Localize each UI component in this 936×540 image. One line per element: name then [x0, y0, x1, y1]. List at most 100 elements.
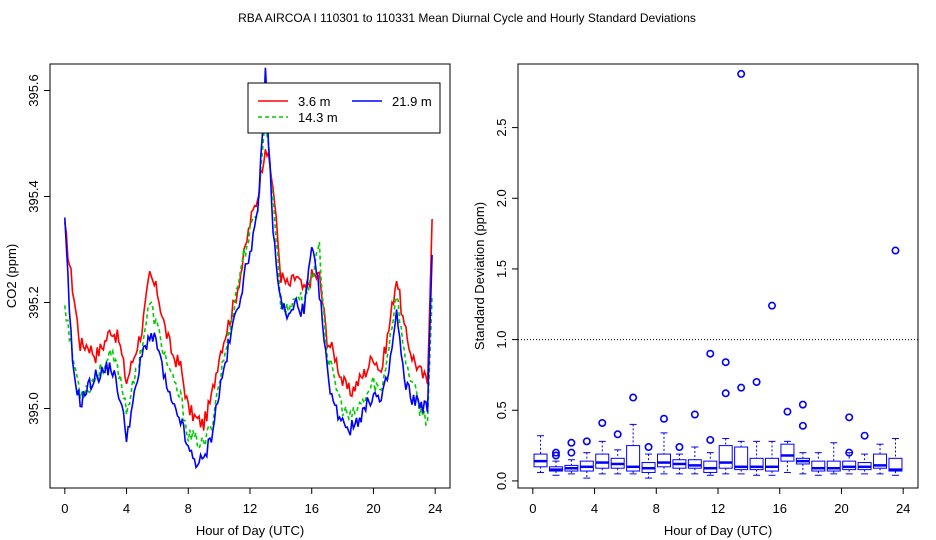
- left-x-tick-label: 4: [123, 501, 130, 516]
- box-hour: [873, 443, 888, 475]
- left-x-tick-label: 16: [304, 501, 318, 516]
- box-hour: [842, 413, 857, 475]
- left-x-axis-label: Hour of Day (UTC): [196, 523, 304, 538]
- line-series-21-9-m: [64, 67, 433, 470]
- outlier-point: [721, 389, 730, 398]
- box-hour: [579, 437, 594, 479]
- box-hour: [811, 452, 826, 476]
- box-iqr: [687, 459, 702, 469]
- outlier-point: [737, 383, 746, 392]
- outlier-point: [598, 418, 607, 427]
- box-iqr: [703, 460, 718, 473]
- box-iqr: [656, 453, 671, 468]
- left-x-axis: 0 4 8 12 16 20 24: [61, 488, 442, 516]
- right-y-tick-label: 0.0: [494, 472, 509, 490]
- box-hour: [888, 246, 903, 476]
- box-hour: [548, 448, 563, 476]
- right-x-tick-label: 8: [653, 501, 660, 516]
- outlier-point: [551, 448, 560, 457]
- line-series-3-6-m: [64, 149, 433, 431]
- outlier-point: [613, 430, 622, 439]
- outlier-point: [675, 443, 684, 452]
- box-hour: [672, 443, 687, 475]
- outlier-point: [783, 407, 792, 416]
- box-iqr: [595, 453, 610, 469]
- box-hour: [749, 377, 764, 476]
- outlier-point: [706, 349, 715, 358]
- right-y-tick-label: 0.5: [494, 401, 509, 419]
- left-x-tick-label: 0: [61, 501, 68, 516]
- left-y-tick-label: 395.4: [26, 180, 41, 213]
- box-hour: [780, 407, 795, 473]
- right-y-tick-label: 1.0: [494, 331, 509, 349]
- box-iqr: [780, 443, 795, 462]
- outlier-point: [690, 410, 699, 419]
- box-iqr: [749, 457, 764, 471]
- box-iqr: [734, 446, 749, 471]
- outlier-point: [659, 414, 668, 423]
- legend-label-14-3m: 14.3 m: [298, 110, 338, 125]
- box-hour: [564, 438, 579, 475]
- stddev-boxplot-chart: 0 4 8 12 16 20 24 0.0 0.5 1.0 1.5 2.0 2.5 Hour of D…: [472, 63, 919, 538]
- box-iqr: [626, 445, 641, 472]
- line-series-14-3-m: [64, 124, 433, 450]
- right-boxes-group: [518, 69, 918, 479]
- box-hour: [857, 431, 872, 475]
- outlier-point: [629, 393, 638, 402]
- outlier-point: [582, 437, 591, 446]
- box-hour: [595, 418, 610, 475]
- left-y-tick-label: 395.0: [26, 392, 41, 425]
- figure-title: RBA AIRCOA I 110301 to 110331 Mean Diurn…: [238, 11, 696, 25]
- left-x-tick-label: 12: [243, 501, 257, 516]
- legend: 3.6 m 14.3 m 21.9 m: [247, 82, 441, 134]
- box-hour: [734, 69, 749, 475]
- outlier-point: [798, 400, 807, 409]
- box-hour: [718, 358, 733, 475]
- legend-label-21-9m: 21.9 m: [392, 94, 432, 109]
- left-x-tick-label: 20: [366, 501, 380, 516]
- legend-label-3-6m: 3.6 m: [298, 94, 331, 109]
- outlier-point: [567, 448, 576, 457]
- outlier-point: [845, 448, 854, 457]
- right-x-axis: 0 4 8 12 16 20 24: [529, 488, 910, 516]
- co2-diurnal-chart: 0 4 8 12 16 20 24 395.0 395.2 395.4 395.6 Hour of…: [4, 63, 451, 538]
- right-y-tick-label: 2.0: [494, 189, 509, 207]
- outlier-point: [860, 431, 869, 440]
- right-y-axis-label: Standard Deviation (ppm): [472, 202, 487, 350]
- outlier-point: [721, 358, 730, 367]
- left-series-group: [64, 67, 433, 470]
- box-hour: [656, 414, 671, 475]
- box-hour: [765, 301, 780, 476]
- outlier-point: [737, 69, 746, 78]
- left-x-tick-label: 8: [185, 501, 192, 516]
- outlier-point: [768, 301, 777, 310]
- outlier-point: [567, 438, 576, 447]
- box-hour: [826, 442, 841, 475]
- box-iqr: [826, 460, 841, 472]
- outlier-point: [845, 413, 854, 422]
- outlier-point: [644, 443, 653, 452]
- box-hour: [610, 430, 625, 475]
- box-hour: [626, 393, 641, 475]
- box-iqr: [873, 453, 888, 469]
- right-x-tick-label: 0: [529, 501, 536, 516]
- box-hour: [703, 349, 718, 476]
- outlier-point: [551, 451, 560, 460]
- right-y-axis: 0.0 0.5 1.0 1.5 2.0 2.5: [494, 119, 518, 490]
- box-hour: [687, 410, 702, 475]
- right-y-tick-label: 2.5: [494, 119, 509, 137]
- left-x-tick-label: 24: [428, 501, 442, 516]
- outlier-point: [891, 246, 900, 255]
- outlier-point: [798, 421, 807, 430]
- box-iqr: [888, 457, 903, 472]
- box-hour: [533, 435, 548, 473]
- left-y-tick-label: 395.2: [26, 286, 41, 319]
- left-y-axis-label: CO2 (ppm): [4, 244, 19, 308]
- right-x-axis-label: Hour of Day (UTC): [664, 523, 772, 538]
- right-y-tick-label: 1.5: [494, 260, 509, 278]
- right-x-tick-label: 12: [711, 501, 725, 516]
- box-iqr: [718, 445, 733, 469]
- left-y-axis: 395.0 395.2 395.4 395.6: [26, 74, 50, 425]
- right-x-tick-label: 16: [772, 501, 786, 516]
